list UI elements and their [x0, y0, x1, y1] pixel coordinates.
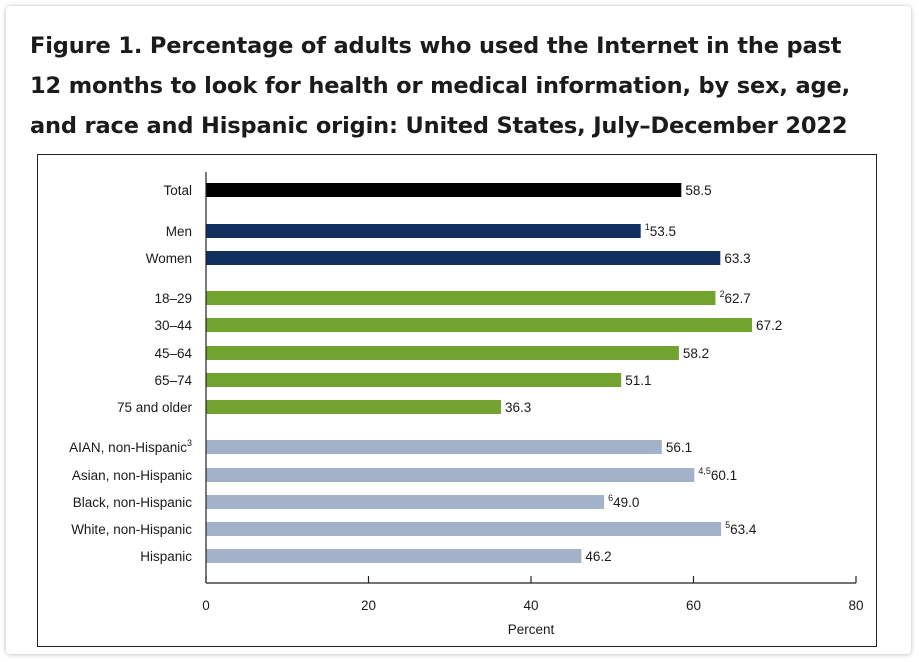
value-label-white-non-hispanic: 563.4: [725, 520, 757, 537]
value-label-total: 58.5: [685, 183, 711, 198]
value-label-men: 153.5: [645, 222, 676, 239]
value-label-hispanic: 46.2: [585, 549, 611, 564]
category-label-30-44: 30–44: [154, 318, 192, 333]
category-label-white-non-hispanic: White, non-Hispanic: [71, 522, 192, 537]
category-label-65-74: 65–74: [154, 373, 192, 388]
bar-asian-non-hispanic: [206, 468, 695, 482]
bar-black-non-hispanic: [206, 495, 605, 509]
bar-30-44: [206, 318, 752, 332]
x-tick-label-60: 60: [686, 598, 701, 613]
category-label-aian-non-hispanic: AIAN, non-Hispanic3: [69, 438, 192, 455]
x-axis-title: Percent: [508, 622, 555, 637]
value-label-women: 63.3: [724, 251, 750, 266]
category-label-75-and-older: 75 and older: [117, 400, 193, 415]
value-label-45-64: 58.2: [683, 346, 709, 361]
category-labels-layer: Total Men Women 18–29 30–44 45–64 65–74 75 and …: [69, 183, 192, 564]
bar-total: [206, 183, 682, 197]
category-label-hispanic: Hispanic: [140, 549, 192, 564]
value-label-aian-non-hispanic: 56.1: [666, 440, 692, 455]
x-tick-label-20: 20: [361, 598, 376, 613]
figure-title: Figure 1. Percentage of adults who used …: [30, 26, 880, 146]
value-label-30-44: 67.2: [756, 318, 782, 333]
bar-45-64: [206, 346, 679, 360]
x-tick-label-40: 40: [523, 598, 538, 613]
value-labels-layer: 58.5 153.5 63.3 262.7 67.2 58.2 51.1 36.3 56.1 4,…: [505, 183, 782, 564]
value-label-black-non-hispanic: 649.0: [608, 493, 639, 510]
value-label-75-and-older: 36.3: [505, 400, 531, 415]
figure-title-line-3: and race and Hispanic origin: United Sta…: [30, 113, 848, 139]
category-label-total: Total: [163, 183, 192, 198]
category-label-women: Women: [146, 251, 192, 266]
category-label-asian-non-hispanic: Asian, non-Hispanic: [72, 468, 192, 483]
bar-aian-non-hispanic: [206, 440, 662, 454]
category-label-18-29: 18–29: [154, 291, 192, 306]
bar-hispanic: [206, 549, 582, 563]
value-label-65-74: 51.1: [625, 373, 651, 388]
figure-title-line-1: Figure 1. Percentage of adults who used …: [30, 33, 842, 59]
bar-women: [206, 251, 721, 265]
bar-men: [206, 224, 641, 238]
axis-layer: 0 20 40 60 80 Percent: [202, 172, 864, 637]
figure-title-line-2: 12 months to look for health or medical …: [30, 73, 850, 99]
category-label-men: Men: [166, 224, 192, 239]
value-label-asian-non-hispanic: 4,560.1: [698, 466, 737, 483]
category-label-45-64: 45–64: [154, 346, 192, 361]
bar-65-74: [206, 373, 622, 387]
bars-layer: [206, 183, 752, 563]
category-label-black-non-hispanic: Black, non-Hispanic: [73, 495, 193, 510]
value-label-18-29: 262.7: [719, 289, 750, 306]
bar-75-and-older: [206, 400, 501, 414]
x-tick-label-0: 0: [202, 598, 210, 613]
bar-18-29: [206, 291, 716, 305]
x-tick-label-80: 80: [848, 598, 863, 613]
bar-white-non-hispanic: [206, 522, 722, 536]
